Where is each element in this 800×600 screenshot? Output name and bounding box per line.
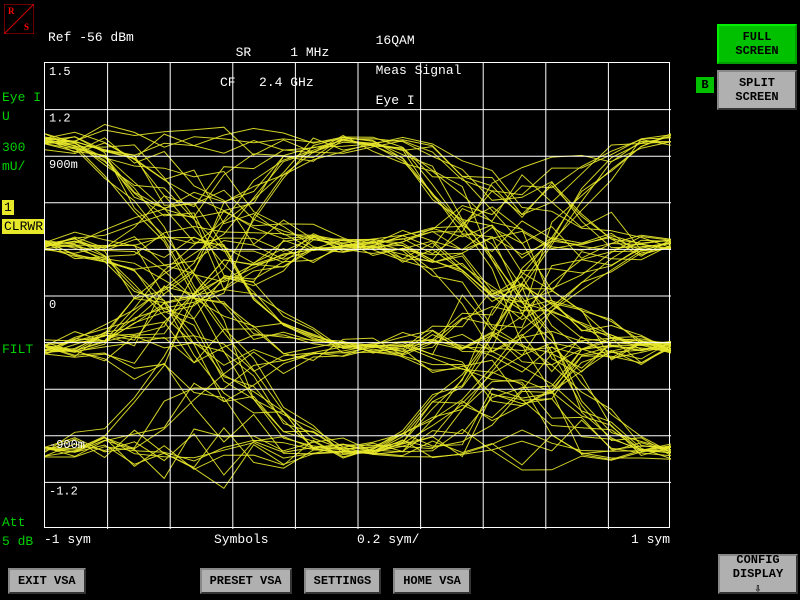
rs-logo: R S — [4, 4, 34, 38]
full-screen-button[interactable]: FULLSCREEN — [717, 24, 797, 64]
config-display-button[interactable]: CONFIG DISPLAY⇩ — [718, 554, 798, 594]
svg-text:R: R — [8, 6, 15, 16]
svg-text:1.5: 1.5 — [49, 65, 71, 79]
scale-unit: mU/ — [2, 159, 42, 174]
plot-canvas: 1.51.2900m0-900m-1.2-1.5 — [45, 63, 671, 529]
att-value: 5 dB — [2, 534, 42, 549]
screen-b-badge: B — [696, 77, 714, 93]
right-softkeys: FULLSCREEN SPLITSCREEN — [716, 24, 798, 110]
exit-vsa-button[interactable]: EXIT VSA — [8, 568, 86, 594]
x-center-label: Symbols — [214, 532, 269, 547]
ref-level: Ref -56 dBm — [48, 30, 134, 45]
preset-vsa-button[interactable]: PRESET VSA — [200, 568, 292, 594]
scale-value: 300 — [2, 140, 42, 155]
svg-text:900m: 900m — [49, 158, 78, 172]
svg-text:1.2: 1.2 — [49, 112, 71, 126]
x-left-label: -1 sym — [44, 532, 91, 547]
unit-label: U — [2, 109, 42, 124]
config-display-label: CONFIG DISPLAY⇩ — [720, 553, 796, 596]
settings-button[interactable]: SETTINGS — [304, 568, 382, 594]
eye-i-label: Eye I — [2, 90, 42, 105]
modulation: 16QAM — [376, 33, 415, 48]
full-screen-label: FULLSCREEN — [735, 30, 778, 58]
home-vsa-button[interactable]: HOME VSA — [393, 568, 471, 594]
clrwr-badge: CLRWR — [2, 219, 45, 234]
x-axis-row: -1 sym Symbols 0.2 sym/ 1 sym — [44, 532, 670, 552]
eye-diagram-plot: 1.51.2900m0-900m-1.2-1.5 — [44, 62, 670, 528]
svg-text:0: 0 — [49, 298, 56, 312]
svg-text:S: S — [24, 22, 29, 32]
svg-text:-900m: -900m — [49, 438, 85, 452]
split-screen-label: SPLITSCREEN — [735, 76, 778, 104]
svg-text:-1.2: -1.2 — [49, 484, 78, 498]
x-right-label: 1 sym — [631, 532, 670, 547]
att-label: Att — [2, 515, 42, 530]
trace-number: 1 — [2, 200, 14, 215]
split-screen-button[interactable]: SPLITSCREEN — [717, 70, 797, 110]
filt-label: FILT — [2, 342, 42, 357]
sr-label: SR — [236, 45, 252, 60]
bottom-button-row: EXIT VSA PRESET VSA SETTINGS HOME VSA — [8, 568, 471, 594]
x-unit-label: 0.2 sym/ — [357, 532, 419, 547]
sr-value: 1 MHz — [290, 45, 329, 60]
left-sidebar: Eye I U 300 mU/ 1 CLRWR FILT Att 5 dB — [2, 90, 42, 553]
